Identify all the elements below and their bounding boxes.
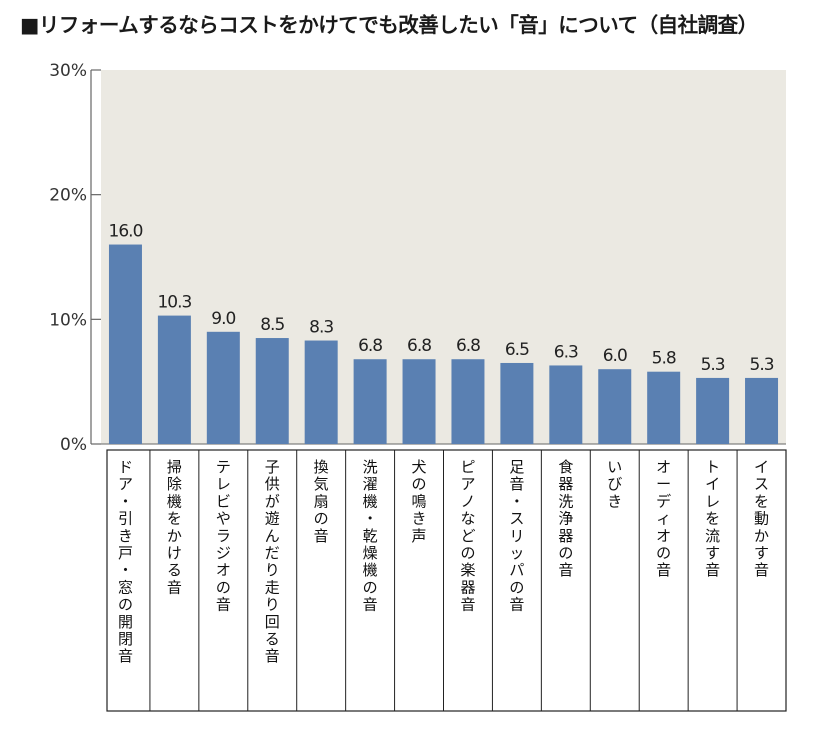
category-label: 換気扇の音	[314, 458, 329, 545]
plot-background	[101, 70, 786, 444]
category-label: ピアノなどの楽器音	[460, 458, 475, 614]
bar-value-label: 5.3	[750, 355, 774, 375]
bar	[647, 371, 681, 444]
bar-value-label: 6.0	[603, 346, 627, 366]
bar-value-label: 16.0	[109, 222, 143, 242]
bar-value-label: 6.3	[554, 342, 578, 362]
category-label: テレビやラジオの音	[216, 458, 231, 614]
category-label: 食器洗浄器の音	[558, 458, 573, 579]
bar-value-label: 6.8	[407, 336, 431, 356]
bar	[745, 377, 779, 444]
category-label: 犬の鳴き声	[412, 458, 427, 545]
y-tick-label: 0%	[60, 435, 87, 455]
bar	[157, 315, 191, 444]
category-label: 足音・スリッパの音	[509, 458, 524, 614]
bar	[108, 244, 142, 444]
bar-value-label: 8.3	[309, 318, 333, 338]
bar	[402, 359, 436, 444]
category-label: 掃除機をかける音	[167, 458, 182, 596]
category-label: ドア・引き戸・窓の開閉音	[118, 458, 133, 665]
category-label: トイレを流す音	[705, 458, 720, 579]
bar	[549, 365, 583, 444]
category-table: ドア・引き戸・窓の開閉音 掃除機をかける音 テレビやラジオの音 子供が遊んだり走り回る…	[106, 449, 787, 712]
y-tick-label: 20%	[49, 186, 87, 206]
bar	[598, 369, 632, 444]
bars	[108, 244, 779, 444]
category-table-frame	[106, 449, 787, 712]
category-label: オーディオの音	[656, 458, 671, 579]
bar	[500, 362, 534, 444]
bar	[206, 331, 240, 444]
category-label: イスを動かす音	[754, 458, 769, 579]
chart-title: ■リフォームするならコストをかけてでも改善したい「音」について（自社調査）	[20, 13, 758, 37]
bar-value-label: 6.5	[505, 340, 529, 360]
y-tick-label: 30%	[49, 61, 87, 81]
category-label: 洗濯機・乾燥機の音	[363, 458, 378, 614]
category-label: いびき	[607, 458, 622, 510]
y-tick-label: 10%	[49, 310, 87, 330]
bar	[255, 338, 289, 444]
bar-value-label: 5.8	[652, 349, 676, 369]
bar	[451, 359, 485, 444]
bar	[353, 359, 387, 444]
bar	[696, 377, 730, 444]
bar-value-label: 9.0	[211, 309, 235, 329]
category-label: 子供が遊んだり走り回る音	[265, 458, 280, 665]
bar	[304, 340, 338, 444]
bar-value-label: 5.3	[701, 355, 725, 375]
bar-value-label: 6.8	[358, 336, 382, 356]
bar-value-label: 8.5	[260, 315, 284, 335]
bar-value-label: 10.3	[157, 293, 191, 313]
bar-value-label: 6.8	[456, 336, 480, 356]
value-labels: 16.0 10.3 9.0 8.5 8.3 6.8 6.8 6.8 6.5 6.3 6.0 5.8 5.…	[109, 222, 775, 375]
